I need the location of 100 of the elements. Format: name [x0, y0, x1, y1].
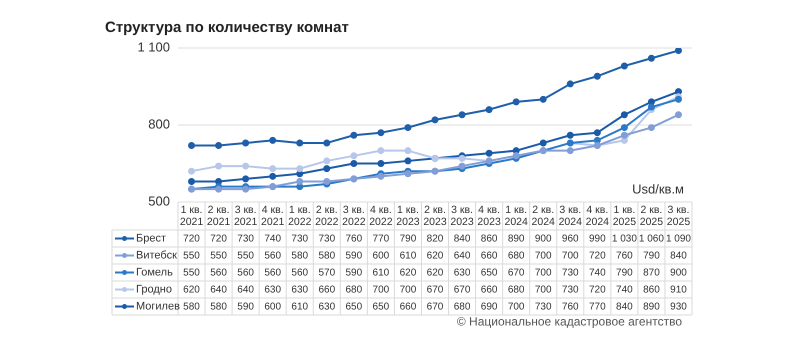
data-label: 680 — [454, 301, 471, 312]
data-label: 900 — [670, 267, 688, 278]
data-label: 650 — [480, 267, 498, 278]
y-tick-label: 500 — [148, 194, 170, 209]
data-label: 640 — [237, 284, 254, 296]
data-label: 650 — [372, 301, 390, 312]
data-label: 550 — [210, 250, 228, 262]
data-label: 620 — [426, 250, 444, 262]
x-tick-label: 2 кв. 2025 — [640, 204, 664, 228]
data-label: 610 — [400, 250, 417, 262]
legend-label: Могилев — [136, 300, 180, 313]
data-label: 680 — [508, 250, 525, 262]
x-tick-label: 1 кв. 2025 — [612, 204, 636, 228]
data-label: 600 — [372, 250, 390, 262]
x-tick-label: 1 кв. 2023 — [396, 204, 420, 228]
chart-title: Структура по количеству комнат — [105, 19, 349, 36]
x-tick-label: 3 кв. 2022 — [342, 204, 366, 228]
data-label: 730 — [291, 233, 309, 244]
data-label: 730 — [562, 267, 580, 278]
data-label: 630 — [291, 284, 309, 296]
data-label: 560 — [264, 267, 282, 278]
data-label: 760 — [346, 233, 363, 244]
x-tick-label: 4 кв. 2021 — [261, 204, 285, 228]
data-label: 550 — [183, 250, 200, 262]
data-label: 700 — [534, 284, 552, 296]
x-tick-label: 4 кв. 2022 — [369, 204, 393, 228]
x-tick-label: 3 кв. 2024 — [558, 204, 582, 228]
data-label: 870 — [643, 267, 660, 278]
x-tick-label: 4 кв. 2024 — [586, 204, 610, 228]
data-label: 670 — [454, 284, 471, 296]
data-label: 860 — [643, 284, 660, 296]
legend-label: Гомель — [136, 266, 174, 279]
data-label: 660 — [318, 284, 336, 296]
data-label: 560 — [291, 267, 309, 278]
data-label: 720 — [588, 250, 606, 262]
data-label: 680 — [346, 284, 363, 296]
data-label: 910 — [670, 284, 688, 296]
legend-label: Витебск — [136, 250, 178, 262]
data-label: 670 — [426, 284, 444, 296]
data-label: 840 — [670, 250, 688, 262]
data-label: 890 — [643, 301, 660, 312]
data-label: 730 — [237, 233, 254, 244]
data-label: 570 — [318, 267, 336, 278]
data-label: 720 — [210, 233, 228, 244]
data-label: 790 — [643, 250, 660, 262]
x-tick-label: 1 кв. 2022 — [288, 204, 312, 228]
data-label: 640 — [454, 250, 471, 262]
data-label: 840 — [454, 233, 471, 244]
x-tick-label: 3 кв. 2023 — [450, 204, 474, 228]
data-label: 560 — [210, 267, 228, 278]
data-label: 960 — [562, 233, 580, 244]
data-label: 740 — [616, 284, 634, 296]
data-label: 660 — [480, 284, 498, 296]
data-label: 700 — [400, 284, 417, 296]
data-label: 580 — [210, 301, 228, 312]
data-label: 630 — [318, 301, 336, 312]
data-label: 610 — [291, 301, 309, 312]
legend-label: Брест — [136, 232, 166, 245]
data-label: 580 — [318, 250, 336, 262]
data-label: 550 — [183, 267, 200, 278]
y-tick-label: 800 — [148, 116, 170, 132]
data-label: 900 — [534, 233, 552, 244]
data-label: 580 — [291, 250, 309, 262]
data-label: 660 — [480, 250, 498, 262]
text: © Национальное кадастровое агентство — [456, 314, 682, 328]
data-label: 650 — [346, 301, 363, 312]
data-label: 740 — [264, 233, 282, 244]
data-label: 730 — [534, 301, 552, 312]
data-label: 930 — [670, 301, 688, 312]
data-label: 1 060 — [638, 233, 664, 244]
data-label: 770 — [372, 233, 390, 244]
data-label: 1 030 — [612, 233, 638, 244]
data-label: 790 — [616, 267, 634, 278]
data-label: 560 — [237, 267, 254, 278]
data-label: 590 — [346, 250, 363, 262]
data-label: 630 — [454, 267, 471, 278]
data-label: 610 — [372, 267, 390, 278]
data-label: 690 — [480, 301, 498, 312]
data-label: 680 — [508, 284, 525, 296]
data-label: 700 — [372, 284, 390, 296]
data-label: 620 — [426, 267, 444, 278]
x-tick-label: 2 кв. 2021 — [206, 204, 230, 228]
data-label: 990 — [588, 233, 606, 244]
data-label: 620 — [183, 284, 200, 296]
data-label: 700 — [508, 301, 525, 312]
data-label: 890 — [508, 233, 525, 244]
data-label: 670 — [508, 267, 525, 278]
data-label: 820 — [426, 233, 444, 244]
data-label: 770 — [588, 301, 606, 312]
x-tick-label: 1 кв. 2021 — [180, 204, 204, 228]
data-label: 730 — [562, 284, 580, 296]
data-label: 700 — [534, 267, 552, 278]
data-label: 860 — [480, 233, 498, 244]
data-label: 630 — [264, 284, 282, 296]
data-label: 580 — [183, 301, 200, 312]
data-label: 720 — [183, 233, 200, 244]
data-label: 620 — [400, 267, 417, 278]
data-label: 600 — [264, 301, 282, 312]
x-tick-label: 2 кв. 2023 — [423, 204, 447, 228]
data-label: 840 — [616, 301, 634, 312]
